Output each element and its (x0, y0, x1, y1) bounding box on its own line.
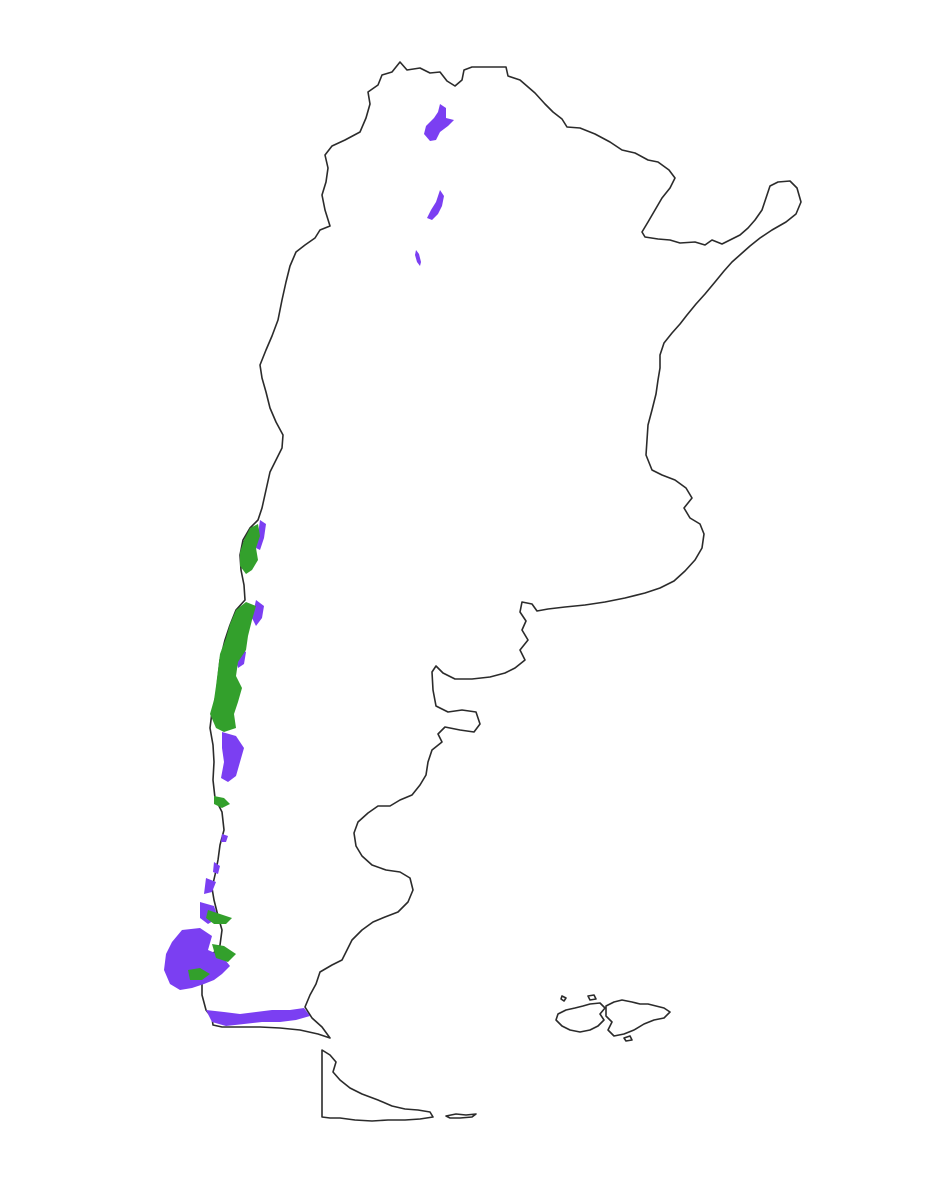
island-outline-malvinas (555, 994, 671, 1042)
region-class-b (212, 944, 236, 962)
region-class-b (240, 524, 260, 574)
island-outline-isla-de-los-estados (445, 1113, 477, 1119)
region-class-a (427, 190, 444, 220)
region-class-a (221, 834, 228, 842)
region-class-b (214, 796, 230, 808)
region-class-a (206, 1008, 310, 1026)
region-class-a (164, 928, 230, 990)
region-class-b (188, 968, 210, 980)
region-class-a (204, 878, 216, 894)
region-class-a (213, 862, 220, 874)
country-outline-mainland (201, 61, 802, 1039)
region-class-a (256, 520, 266, 550)
region-class-a (424, 104, 454, 141)
map-layer-class-a (164, 104, 454, 1026)
region-class-b (210, 602, 256, 732)
region-class-a (221, 732, 244, 782)
region-class-a (415, 250, 421, 266)
country-outline-tierra-del-fuego (321, 1049, 434, 1122)
map-layer-class-b (188, 524, 260, 980)
region-class-b (206, 910, 232, 924)
